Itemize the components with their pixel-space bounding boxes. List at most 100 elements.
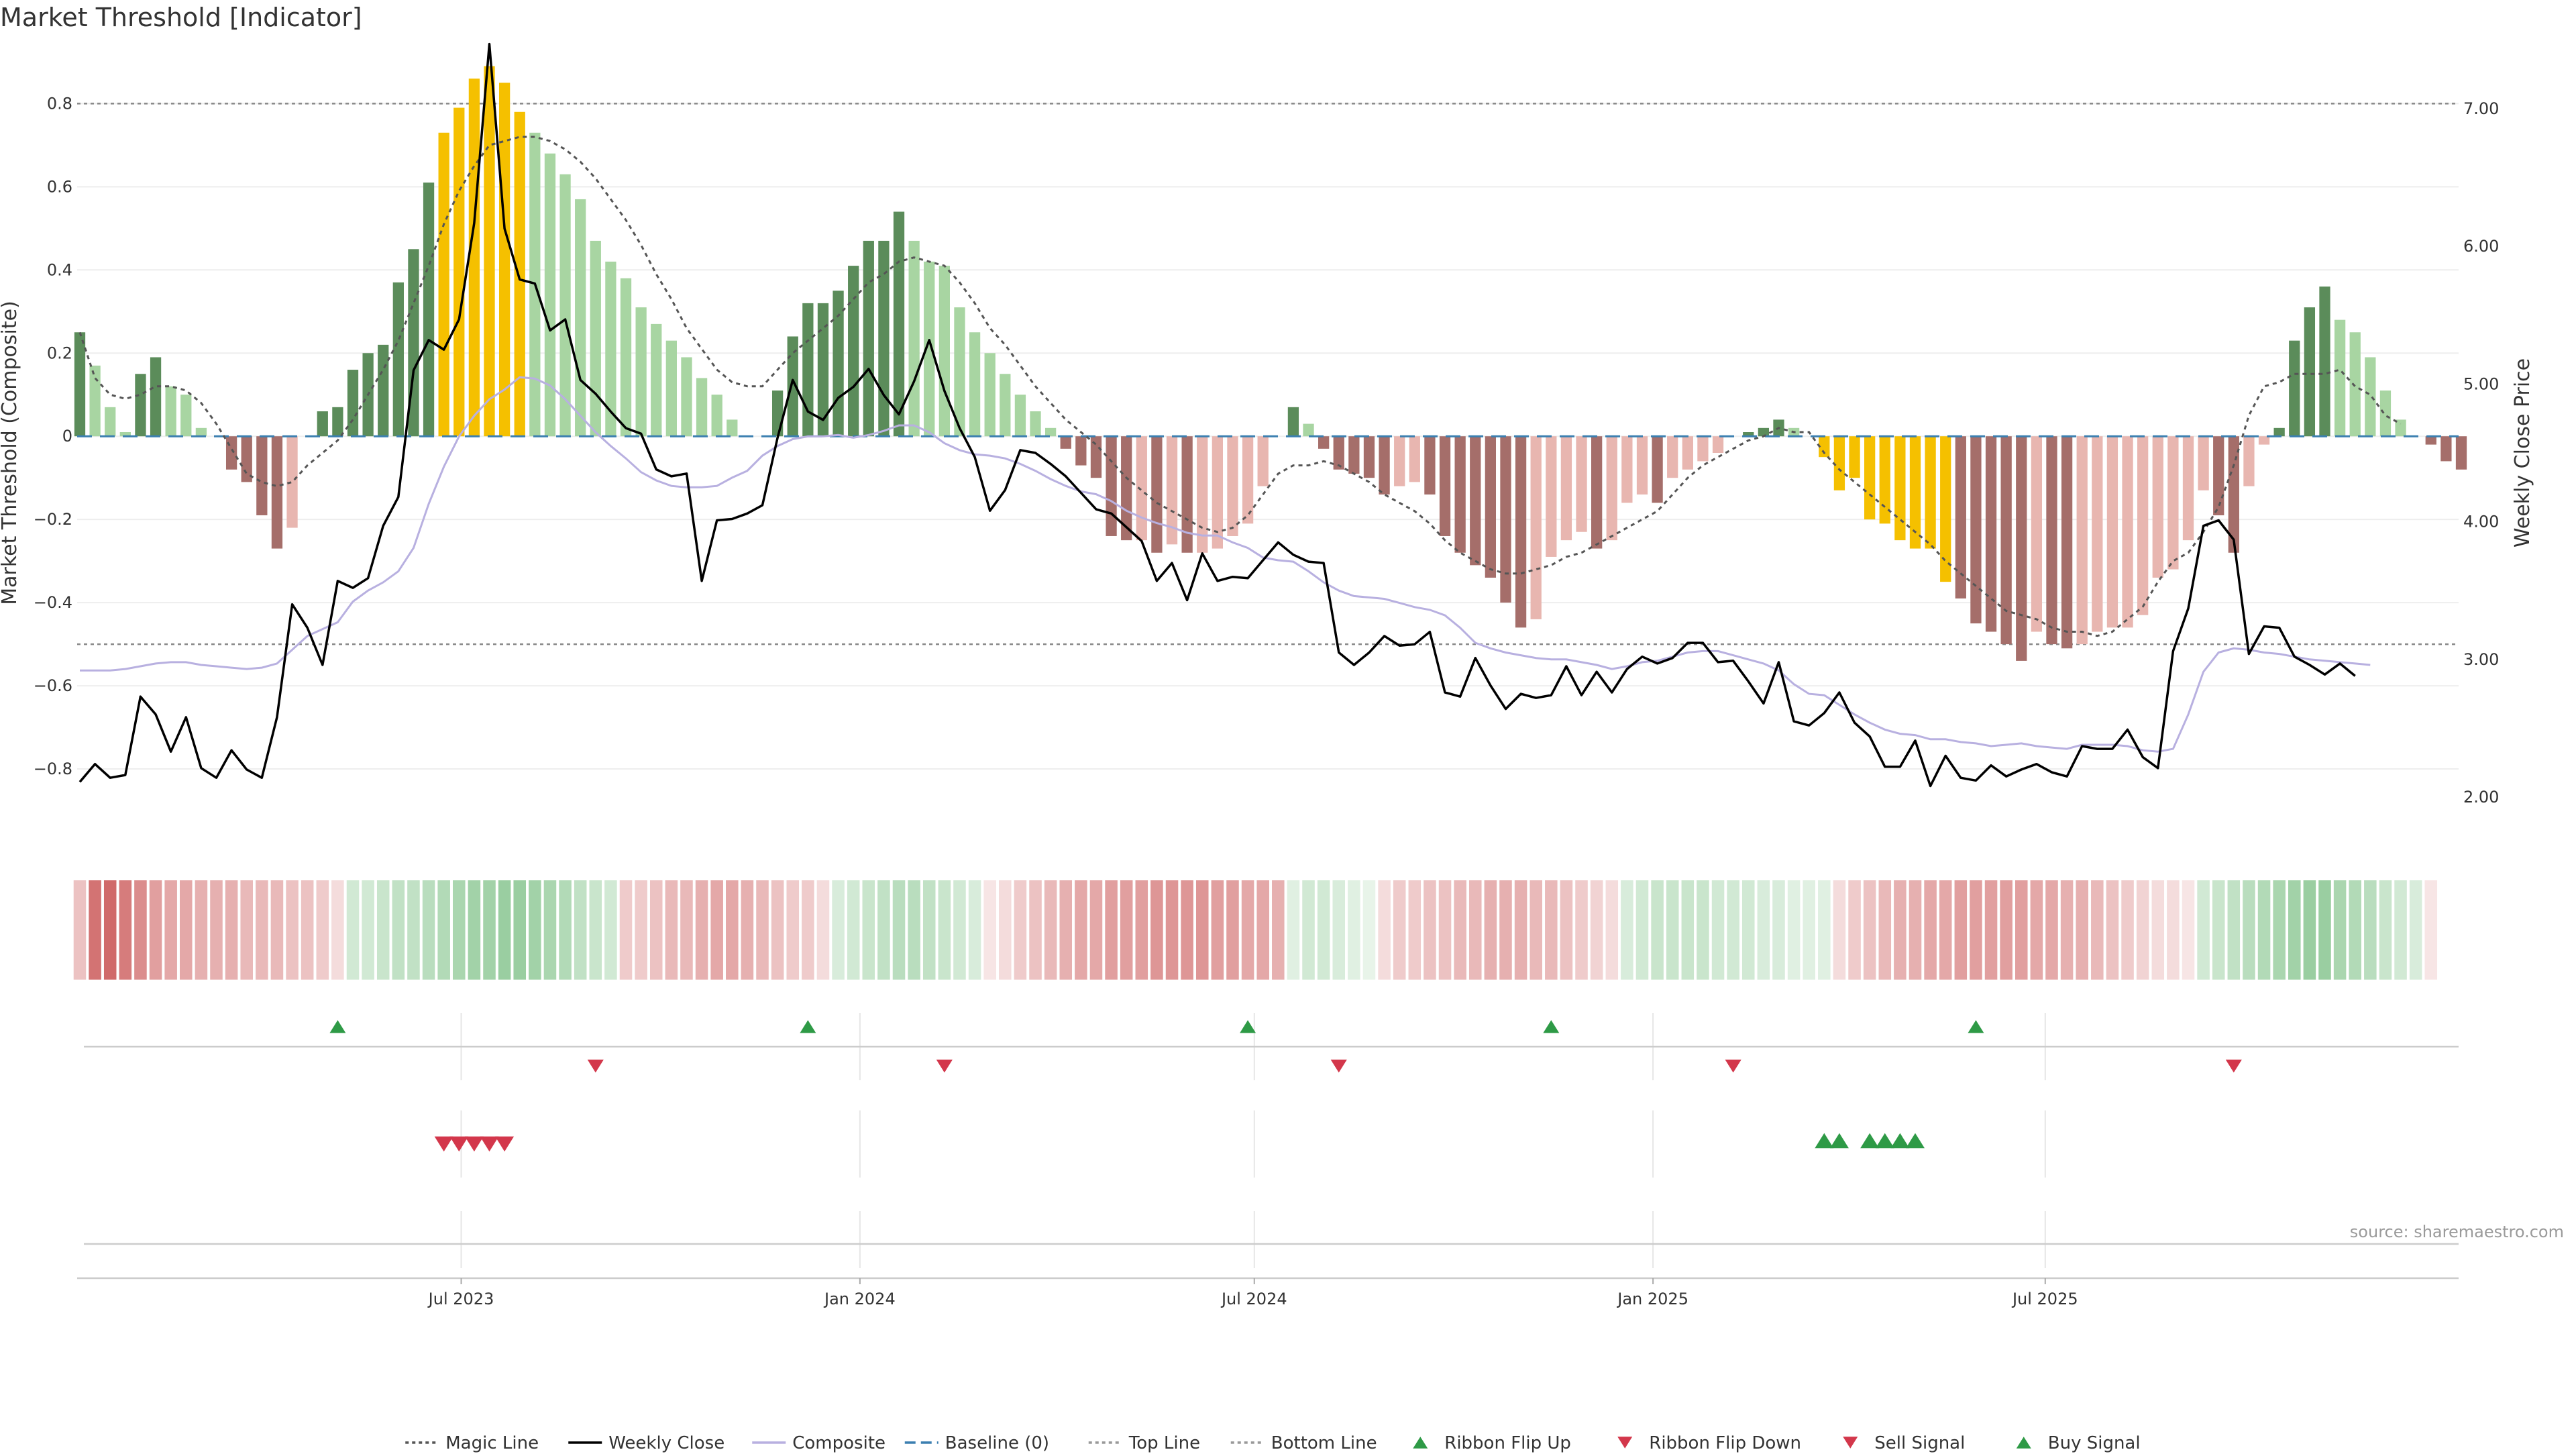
ribbon-cell — [134, 880, 147, 980]
threshold-bar — [180, 395, 192, 437]
ribbon-cell — [1438, 880, 1452, 980]
threshold-bar — [468, 79, 480, 437]
ribbon-flip-down-marker — [2225, 1059, 2242, 1073]
ribbon-cell — [270, 880, 284, 980]
threshold-bar — [1652, 436, 1663, 503]
ribbon-cell — [771, 880, 784, 980]
ribbon-cell — [1697, 880, 1709, 980]
ribbon-cell — [119, 880, 132, 980]
ribbon-cell — [376, 880, 390, 980]
ribbon-cell — [1089, 880, 1103, 980]
ribbon-cell — [877, 880, 890, 980]
threshold-bar — [2440, 436, 2452, 462]
ribbon-cell — [2273, 880, 2286, 980]
legend-label: Bottom Line — [1271, 1433, 1377, 1453]
threshold-bar — [332, 407, 343, 437]
ribbon-cell — [1195, 880, 1209, 980]
ribbon-cell — [1666, 880, 1679, 980]
ribbon-cell — [286, 880, 299, 980]
ribbon-cell — [498, 880, 511, 980]
threshold-bar — [1363, 436, 1375, 478]
ribbon-cell — [2076, 880, 2088, 980]
y-tick-label: 0.4 — [47, 260, 72, 279]
y-tick-label: −0.4 — [34, 593, 72, 612]
threshold-bar — [2379, 391, 2392, 437]
ribbon-cell — [1241, 880, 1254, 980]
ribbon-cell — [726, 880, 739, 980]
threshold-bar — [150, 357, 162, 437]
threshold-bar — [1530, 436, 1542, 619]
threshold-bar — [1576, 436, 1587, 532]
threshold-bar — [1560, 436, 1572, 541]
ribbon-cell — [2379, 880, 2392, 980]
threshold-bar — [1106, 436, 1117, 536]
ribbon-cell — [710, 880, 723, 980]
ribbon-cell — [1150, 880, 1163, 980]
legend-marker — [2016, 1437, 2031, 1449]
ribbon-cell — [695, 880, 708, 980]
ribbon-cell — [164, 880, 177, 980]
threshold-bar — [165, 386, 176, 437]
ribbon-cell — [1468, 880, 1482, 980]
threshold-bar — [1242, 436, 1254, 524]
ribbon-cell — [1651, 880, 1664, 980]
threshold-bar — [1985, 436, 1997, 632]
threshold-bar — [727, 419, 738, 437]
threshold-bar — [1000, 374, 1011, 437]
ribbon-cell — [1135, 880, 1148, 980]
threshold-bar — [347, 370, 359, 437]
ribbon-cell — [1499, 880, 1512, 980]
threshold-bar — [817, 303, 829, 437]
ribbon-cell — [240, 880, 253, 980]
threshold-bar — [1227, 436, 1238, 536]
legend-label: Baseline (0) — [945, 1433, 1049, 1453]
threshold-bar — [2334, 319, 2346, 437]
threshold-bar — [2167, 436, 2179, 570]
threshold-bar — [2046, 436, 2057, 645]
ribbon-cell — [2167, 880, 2180, 980]
buy-signal-marker — [1905, 1133, 1925, 1149]
ribbon-cell — [407, 880, 420, 980]
ribbon-flip-down-marker — [587, 1059, 604, 1073]
ribbon-cell — [1833, 880, 1846, 980]
ribbon-cell — [2121, 880, 2134, 980]
ribbon-cell — [346, 880, 360, 980]
ribbon-cell — [1075, 880, 1087, 980]
threshold-bar — [2304, 307, 2316, 437]
ribbon-cell — [1818, 880, 1831, 980]
threshold-bar — [1151, 436, 1163, 553]
buy-signal-marker — [1860, 1133, 1880, 1149]
ribbon-cell — [2060, 880, 2074, 980]
ribbon-cell — [832, 880, 845, 980]
ribbon-cell — [1757, 880, 1770, 980]
threshold-bar — [771, 391, 784, 437]
ribbon-cell — [2212, 880, 2225, 980]
ribbon-cell — [922, 880, 936, 980]
y-tick-label: −0.2 — [34, 510, 72, 529]
threshold-bar — [787, 336, 798, 437]
ribbon-cell — [1181, 880, 1193, 980]
ribbon-cell — [2303, 880, 2316, 980]
y2-tick-label: 3.00 — [2463, 650, 2499, 669]
ribbon-cell — [1059, 880, 1073, 980]
threshold-bar — [969, 332, 981, 437]
threshold-bar — [1909, 436, 1921, 549]
ribbon-cell — [847, 880, 860, 980]
threshold-bar — [1925, 436, 1936, 549]
threshold-bar — [1394, 436, 1405, 486]
y-tick-label: −0.8 — [34, 760, 72, 778]
threshold-bar — [2213, 436, 2224, 515]
threshold-bar — [833, 291, 844, 437]
threshold-bar — [2273, 427, 2285, 437]
ribbon-cell — [604, 880, 617, 980]
legend-label: Buy Signal — [2048, 1433, 2141, 1453]
ribbon-cell — [392, 880, 405, 980]
ribbon-cell — [802, 880, 814, 980]
ribbon-cell — [331, 880, 344, 980]
ribbon-cell — [1939, 880, 1952, 980]
threshold-bar — [1121, 436, 1132, 541]
ribbon-cell — [1378, 880, 1391, 980]
threshold-bar — [484, 66, 495, 437]
ribbon-cell — [1302, 880, 1315, 980]
ribbon-cell — [938, 880, 951, 980]
